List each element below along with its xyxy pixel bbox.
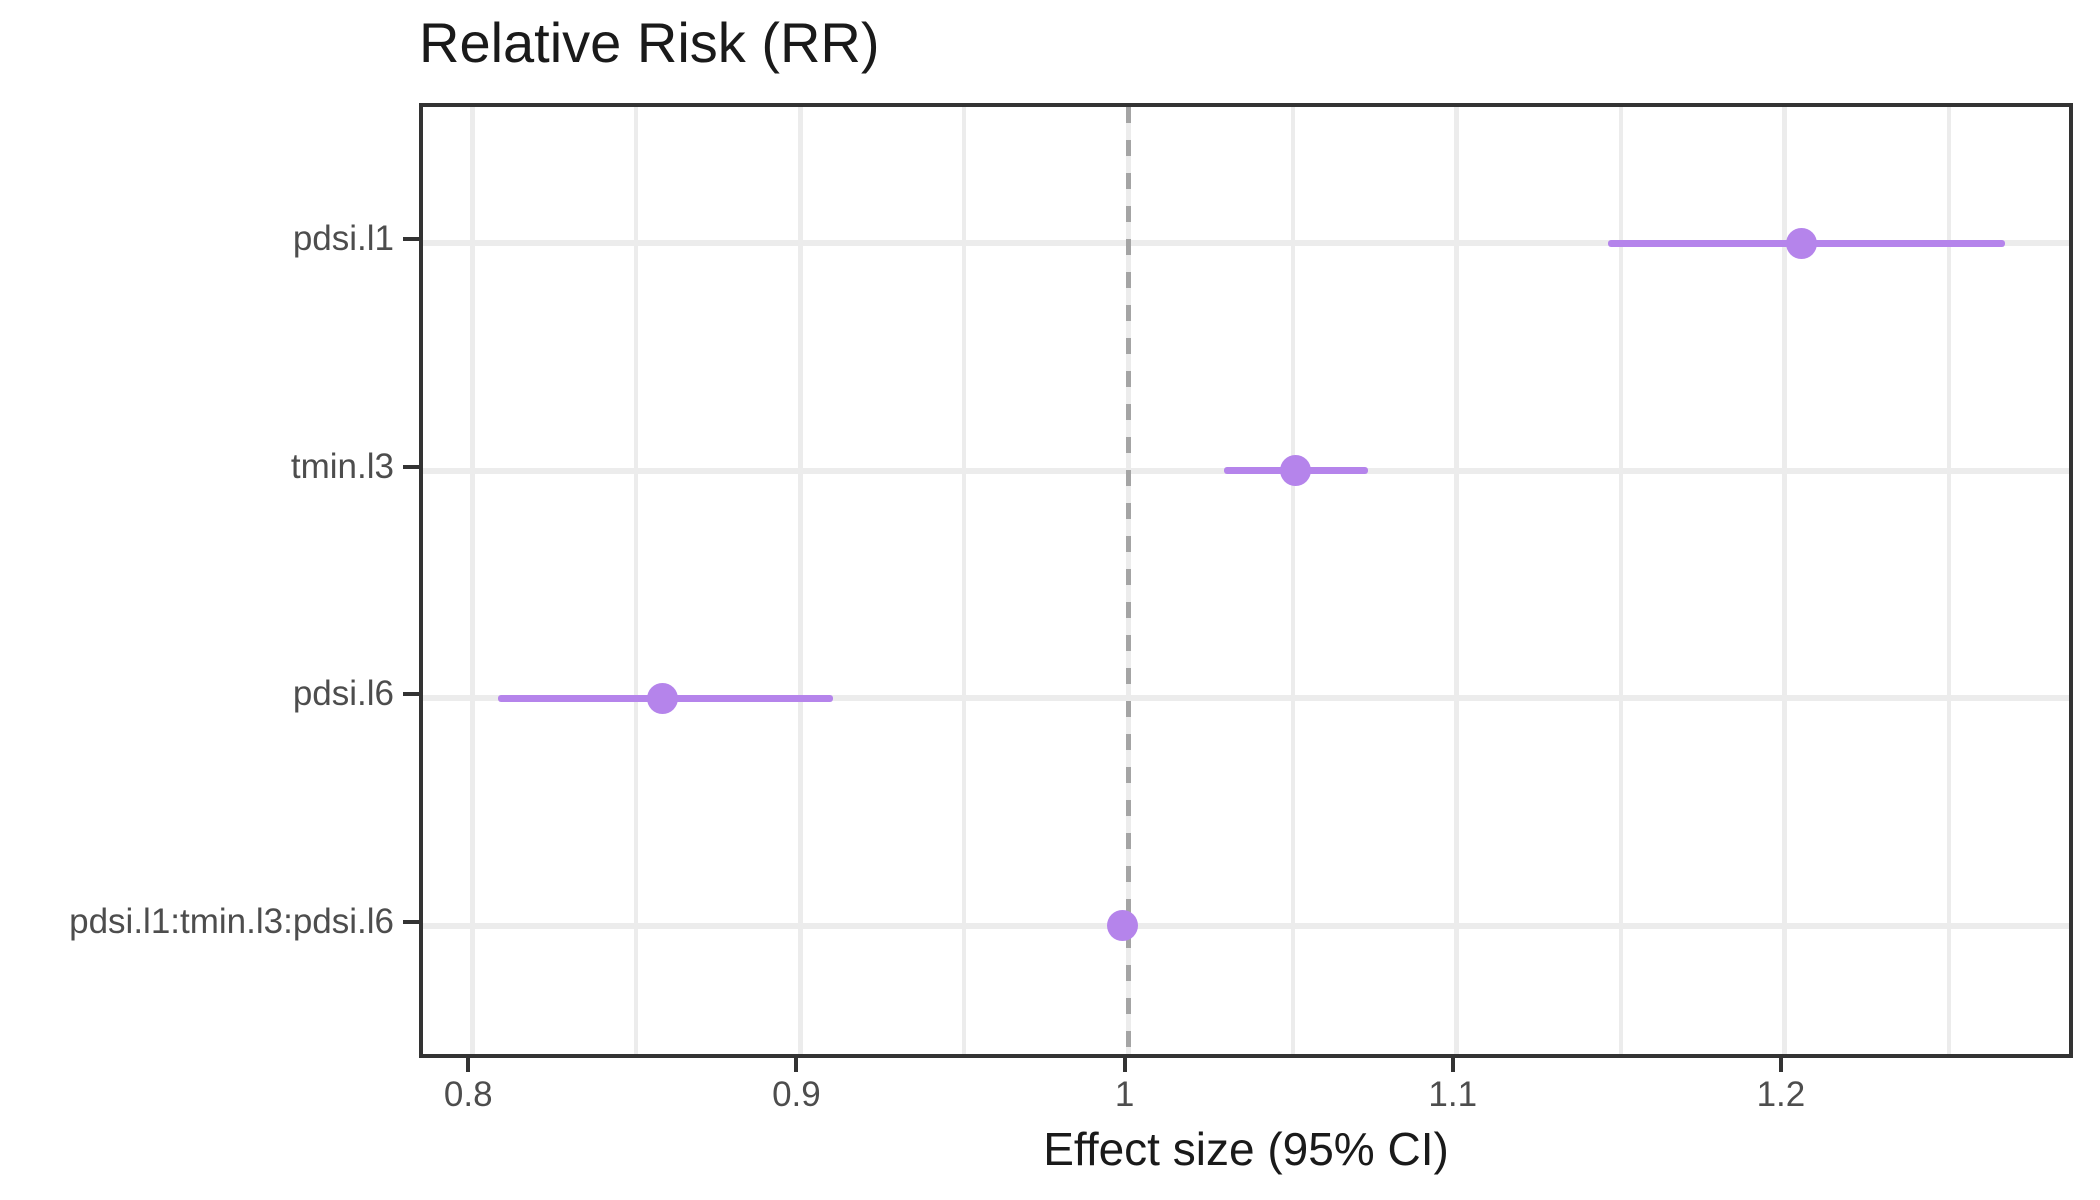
y-axis-label: pdsi.l1:tmin.l3:pdsi.l6 (69, 901, 394, 941)
v-gridline-major (1782, 107, 1788, 1054)
y-axis-tick (403, 237, 419, 242)
x-axis-tick-label: 1 (1114, 1075, 1135, 1114)
h-gridline (423, 240, 2069, 247)
y-axis-label: tmin.l3 (290, 446, 394, 486)
x-axis-tick (466, 1058, 471, 1072)
y-axis-tick (403, 464, 419, 469)
v-gridline-major (797, 107, 803, 1054)
x-axis-tick-label: 1.2 (1756, 1075, 1806, 1114)
x-axis-tick (1450, 1058, 1455, 1072)
x-axis-tick (1122, 1058, 1127, 1072)
point-marker (1280, 455, 1312, 487)
reference-line (1126, 107, 1132, 1054)
v-gridline-minor (1618, 107, 1623, 1054)
x-axis-tick (794, 1058, 799, 1072)
v-gridline-minor (634, 107, 639, 1054)
v-gridline-major (1454, 107, 1460, 1054)
v-gridline-minor (1947, 107, 1951, 1054)
y-axis-label: pdsi.l1 (292, 219, 394, 259)
y-axis-label: pdsi.l6 (292, 674, 394, 714)
x-axis-tick-label: 0.9 (772, 1075, 821, 1114)
x-axis-tick-label: 1.1 (1428, 1075, 1478, 1114)
h-gridline (423, 922, 2069, 929)
v-gridline-major (469, 107, 475, 1054)
h-gridline (423, 695, 2069, 702)
y-axis-tick (403, 692, 419, 697)
x-axis-tick (1778, 1058, 1783, 1072)
v-gridline-minor (1290, 107, 1295, 1054)
y-axis-tick (403, 919, 419, 924)
plot-title: Relative Risk (RR) (419, 11, 880, 74)
x-axis-tick-label: 0.8 (443, 1075, 493, 1114)
x-axis-title: Effect size (95% CI) (1043, 1123, 1449, 1175)
plot-panel (419, 103, 2073, 1058)
point-marker (647, 682, 679, 714)
point-marker (1785, 227, 1817, 259)
v-gridline-minor (962, 107, 967, 1054)
point-marker (1106, 910, 1138, 942)
